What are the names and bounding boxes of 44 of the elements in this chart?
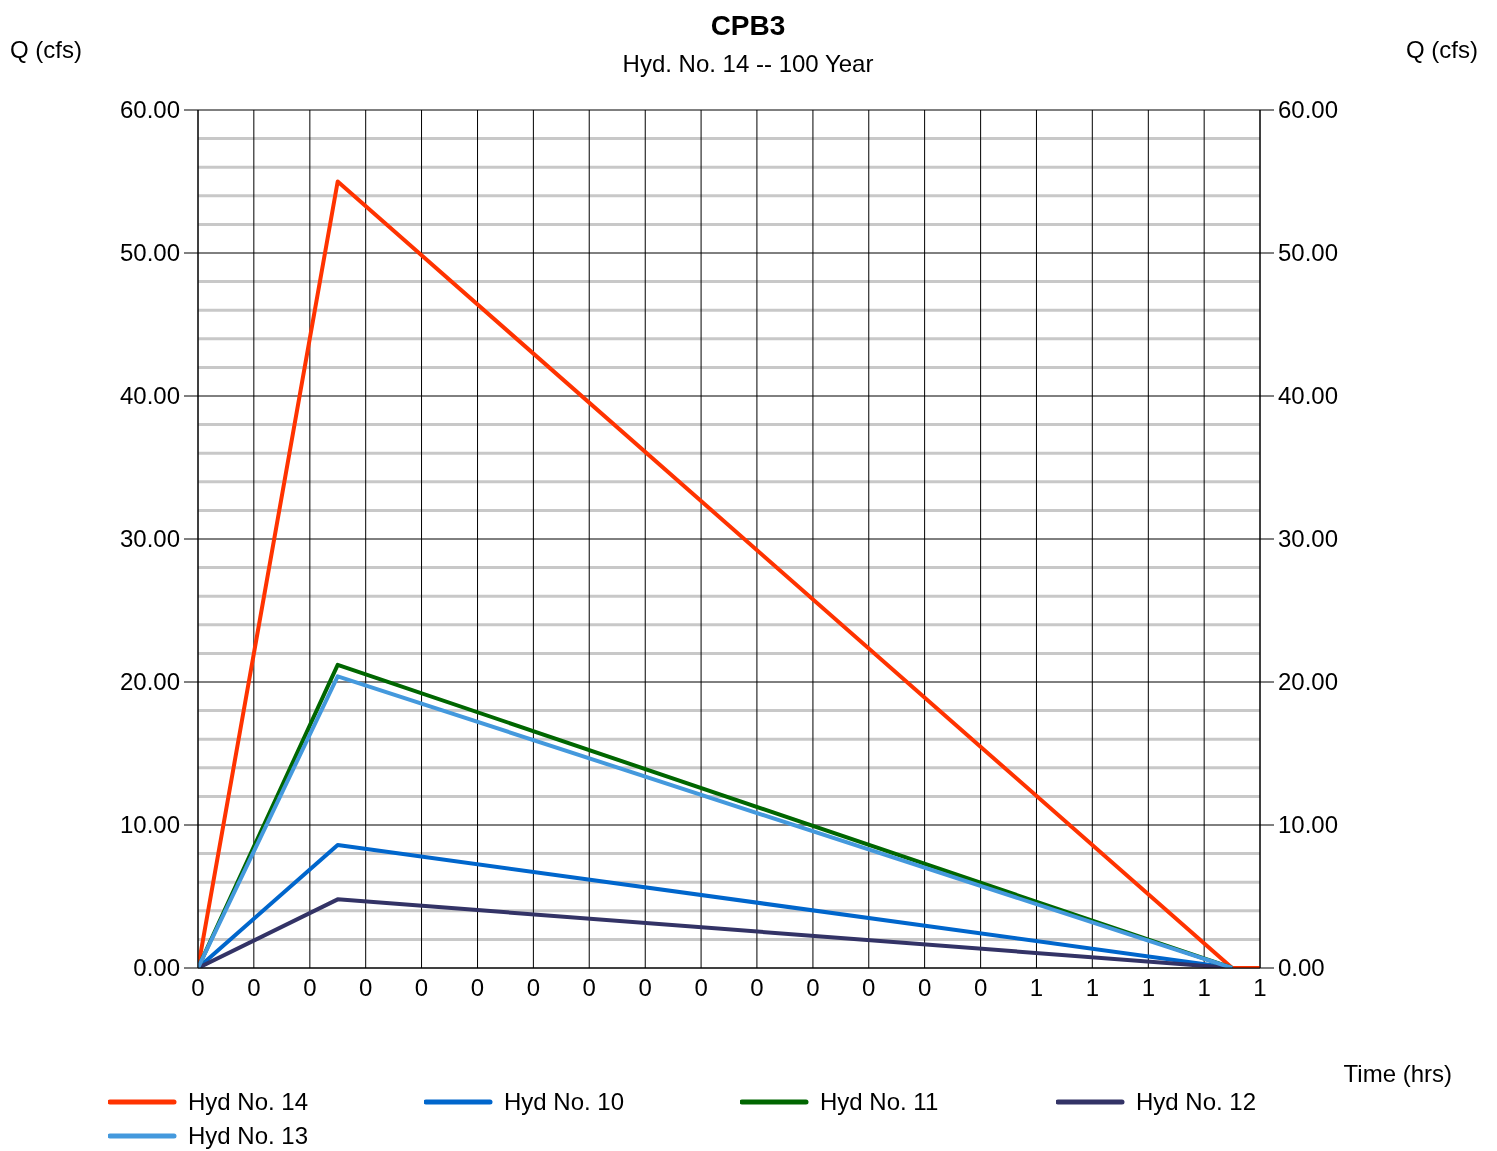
y2-tick-label: 40.00	[1278, 382, 1339, 409]
x-tick-label: 0	[917, 974, 932, 1001]
chart-title: CPB3	[710, 10, 786, 41]
y-axis-title: Q (cfs)	[10, 36, 82, 64]
y-tick-label: 10.00	[119, 811, 180, 838]
x-tick-label: 0	[750, 974, 764, 1001]
y2-tick-label: 20.00	[1278, 668, 1339, 695]
y2-tick-label: 30.00	[1278, 525, 1339, 552]
legend-label: Hyd No. 10	[504, 1088, 625, 1116]
y2-tick-label: 0.00	[1278, 954, 1325, 981]
chart-subtitle: Hyd. No. 14 -- 100 Year	[622, 50, 874, 77]
x-tick-label: 1	[1029, 974, 1044, 1001]
y-tick-label: 30.00	[119, 525, 180, 552]
y-tick-label: 60.00	[119, 96, 180, 123]
x-tick-label: 0	[638, 974, 652, 1001]
x-tick-label: 0	[806, 974, 820, 1001]
x-tick-label: 0	[191, 974, 205, 1001]
y-tick-label: 20.00	[119, 668, 180, 695]
legend-label: Hyd No. 14	[188, 1088, 309, 1116]
x-tick-label: 1	[1197, 974, 1211, 1001]
legend-label: Hyd No. 11	[820, 1088, 939, 1116]
x-tick-label: 0	[359, 974, 373, 1001]
y-tick-label: 50.00	[119, 239, 180, 266]
x-tick-label: 0	[470, 974, 485, 1001]
y2-tick-label: 60.00	[1278, 96, 1339, 123]
x-tick-label: 0	[862, 974, 876, 1001]
x-tick-label: 0	[582, 974, 596, 1001]
x-tick-label: 0	[303, 974, 317, 1001]
y-tick-label: 40.00	[119, 382, 180, 409]
y2-tick-label: 50.00	[1278, 239, 1339, 266]
legend-label: Hyd No. 13	[188, 1122, 309, 1150]
x-tick-label: 1	[1141, 974, 1155, 1001]
x-tick-label: 1	[1253, 974, 1267, 1001]
y-tick-label: 0.00	[133, 954, 180, 981]
y2-axis-title: Q (cfs)	[1406, 36, 1478, 64]
x-tick-label: 0	[414, 974, 429, 1001]
legend-label: Hyd No. 12	[1136, 1088, 1257, 1116]
x-tick-label: 0	[247, 974, 261, 1001]
x-tick-label: 0	[526, 974, 541, 1001]
x-tick-label: 0	[973, 974, 988, 1001]
y2-tick-label: 10.00	[1278, 811, 1339, 838]
x-tick-label: 0	[694, 974, 708, 1001]
x-tick-label: 1	[1085, 974, 1099, 1001]
x-axis-title: Time (hrs)	[1343, 1060, 1452, 1088]
